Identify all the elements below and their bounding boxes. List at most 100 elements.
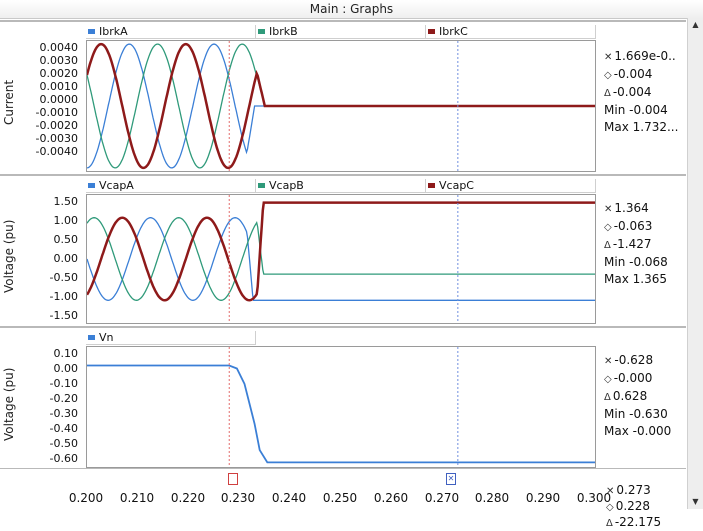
cursor-readout: ✕ 1.669e-0.. ◇ -0.004 Δ -0.004 Min -0.004 M… — [604, 48, 678, 136]
series-line-VcapC — [87, 201, 595, 302]
graph-panel-vn[interactable]: Voltage (pu) Vn 0.10 0.00 -0.10 -0.20 -0… — [0, 326, 686, 470]
plot-svg — [87, 195, 595, 323]
x-tick: 0.270 — [424, 491, 460, 505]
delta-icon: Δ — [604, 240, 611, 251]
y-axis-label: Voltage (pu) — [2, 367, 16, 441]
y-tick: 0.0000 — [39, 93, 79, 106]
x-tick: 0.300 — [576, 491, 612, 505]
x-tick: 0.260 — [373, 491, 409, 505]
marker-handle-x[interactable]: ✕ — [446, 473, 456, 485]
graph-panel-vcap[interactable]: Voltage (pu) VcapA VcapB VcapC 1.50 1.00… — [0, 174, 686, 326]
readout-max: Max 1.732... — [604, 120, 679, 134]
swatch-icon — [258, 29, 265, 34]
plot-area[interactable] — [86, 194, 596, 324]
legend: VcapA VcapB VcapC — [86, 179, 596, 193]
y-tick: -0.0020 — [35, 119, 78, 132]
y-tick: 1.00 — [53, 214, 79, 227]
scroll-down-icon[interactable]: ▼ — [692, 497, 699, 506]
legend-label: IbrkA — [99, 25, 128, 38]
marker-readout: ✕ 0.273 ◇ 0.228 Δ -22.175 — [606, 483, 661, 531]
delta-icon: Δ — [606, 518, 613, 529]
vertical-scrollbar[interactable]: ▲ ▼ — [687, 18, 703, 509]
x-tick: 0.220 — [170, 491, 206, 505]
marker-d: Δ -22.175 — [606, 515, 662, 529]
y-tick: 0.10 — [53, 347, 79, 360]
swatch-icon — [88, 335, 95, 340]
legend-item[interactable]: VcapA — [86, 179, 256, 193]
legend-item[interactable]: VcapB — [256, 179, 426, 193]
readout-o: ◇ -0.004 — [604, 67, 653, 81]
y-tick: -0.0040 — [35, 145, 78, 158]
x-tick: 0.280 — [474, 491, 510, 505]
series-line-IbrkC — [87, 42, 595, 170]
cross-icon: ✕ — [604, 356, 613, 367]
legend: IbrkA IbrkB IbrkC — [86, 25, 596, 39]
delta-icon: Δ — [604, 88, 611, 99]
series-line-VcapB — [87, 217, 595, 301]
cross-icon: ✕ — [606, 486, 615, 497]
legend-label: VcapA — [99, 179, 134, 192]
readout-delta: Δ -1.427 — [604, 237, 652, 251]
y-tick: -1.00 — [49, 290, 78, 303]
legend-label: IbrkB — [269, 25, 298, 38]
cursor-readout: ✕ -0.628 ◇ -0.000 Δ 0.628 Min -0.630 Max -0… — [604, 352, 671, 440]
marker-x: ✕ 0.273 — [606, 483, 651, 497]
scroll-up-icon[interactable]: ▲ — [692, 20, 699, 29]
readout-o: ◇ -0.063 — [604, 219, 653, 233]
series-line-Vn — [87, 364, 595, 464]
plot-svg — [87, 347, 595, 467]
legend-item[interactable]: IbrkB — [256, 25, 426, 39]
x-tick: 0.200 — [68, 491, 104, 505]
x-axis: 0.200 0.210 0.220 0.230 0.240 0.250 0.26… — [0, 468, 686, 530]
legend-item[interactable]: IbrkA — [86, 25, 256, 39]
readout-min: Min -0.004 — [604, 103, 668, 117]
graph-panel-current[interactable]: Current IbrkA IbrkB IbrkC 0.0040 0.0030 … — [0, 20, 686, 174]
y-tick: 0.00 — [53, 362, 79, 375]
y-tick: 0.50 — [53, 233, 79, 246]
delta-icon: Δ — [604, 392, 611, 403]
readout-min: Min -0.068 — [604, 255, 668, 269]
y-tick: 0.0040 — [39, 41, 79, 54]
swatch-icon — [428, 29, 435, 34]
plot-area[interactable] — [86, 40, 596, 172]
cursor-readout: ✕ 1.364 ◇ -0.063 Δ -1.427 Min -0.068 Max 1.… — [604, 200, 668, 288]
y-axis-label: Current — [2, 79, 16, 125]
legend-label: VcapC — [439, 179, 474, 192]
x-tick: 0.290 — [525, 491, 561, 505]
diamond-icon: ◇ — [604, 222, 612, 233]
y-tick: -0.20 — [49, 392, 78, 405]
y-tick: 0.00 — [53, 252, 79, 265]
readout-max: Max -0.000 — [604, 424, 672, 438]
legend-label: VcapB — [269, 179, 304, 192]
marker-handle-o[interactable] — [228, 473, 238, 485]
readout-o: ◇ -0.000 — [604, 371, 653, 385]
readout-delta: Δ -0.004 — [604, 85, 652, 99]
diamond-icon: ◇ — [604, 70, 612, 81]
y-tick: 0.0020 — [39, 67, 79, 80]
y-axis-label: Voltage (pu) — [2, 219, 16, 293]
y-tick: -0.10 — [49, 377, 78, 390]
legend-item[interactable]: VcapC — [426, 179, 596, 193]
plot-svg — [87, 41, 595, 171]
y-tick: -0.0010 — [35, 106, 78, 119]
legend-item[interactable]: IbrkC — [426, 25, 596, 39]
diamond-icon: ◇ — [604, 374, 612, 385]
legend: Vn — [86, 331, 256, 345]
readout-max: Max 1.365 — [604, 272, 667, 286]
readout-delta: Δ 0.628 — [604, 389, 648, 403]
plot-area[interactable] — [86, 346, 596, 468]
readout-x: ✕ -0.628 — [604, 353, 654, 367]
readout-min: Min -0.630 — [604, 407, 668, 421]
window-title: Main : Graphs — [0, 0, 703, 19]
diamond-icon: ◇ — [606, 502, 614, 513]
y-tick: 1.50 — [53, 195, 79, 208]
x-tick: 0.210 — [119, 491, 155, 505]
y-tick: 0.0030 — [39, 54, 79, 67]
legend-label: IbrkC — [439, 25, 468, 38]
y-tick: -0.30 — [49, 407, 78, 420]
legend-item[interactable]: Vn — [86, 331, 256, 345]
swatch-icon — [428, 183, 435, 188]
y-tick: -0.40 — [49, 422, 78, 435]
legend-label: Vn — [99, 331, 114, 344]
y-tick: -0.60 — [49, 452, 78, 465]
